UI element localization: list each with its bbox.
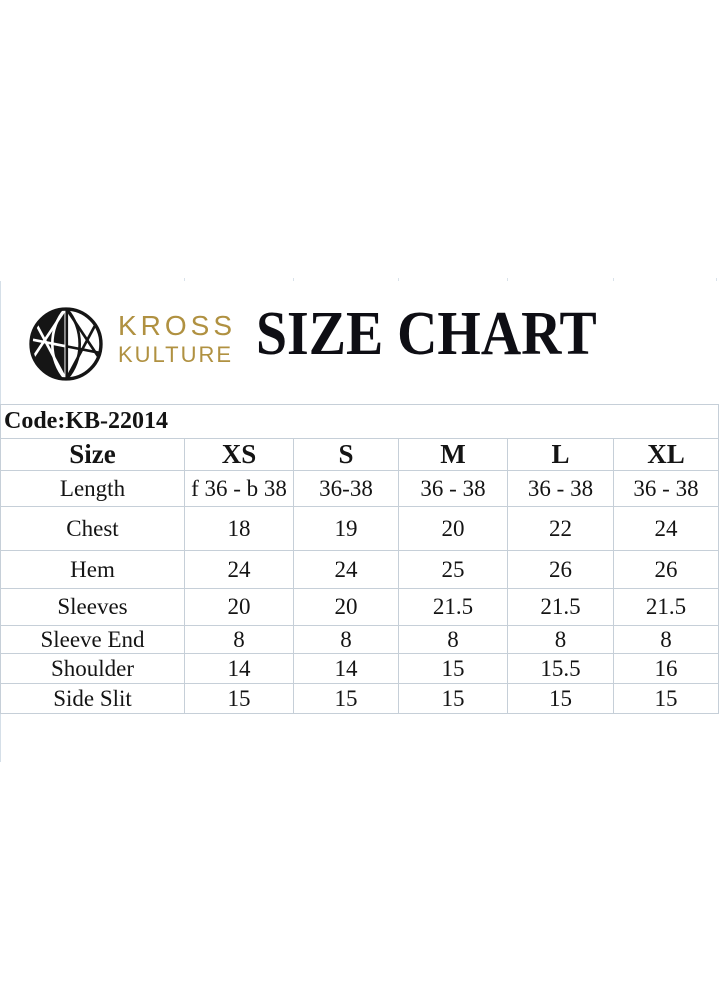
table-row-sleeve-end: Sleeve End 8 8 8 8 8 (0, 625, 719, 654)
measurement-cell: 24 (613, 506, 719, 551)
brand-logo: KROSS KULTURE (28, 306, 236, 382)
measurement-cell: 21.5 (507, 588, 614, 626)
row-label: Hem (0, 550, 185, 589)
row-label: Shoulder (0, 653, 185, 684)
gridline-tick (184, 278, 185, 281)
gridline-tick (716, 278, 717, 281)
column-header-size: Size (0, 438, 185, 471)
measurement-cell: 16 (613, 653, 719, 684)
measurement-cell: 20 (184, 588, 294, 626)
table-header-row: Size XS S M L XL (0, 438, 719, 471)
gridline-tick (613, 278, 614, 281)
table-row-sleeves: Sleeves 20 20 21.5 21.5 21.5 (0, 588, 719, 626)
row-label: Sleeves (0, 588, 185, 626)
product-code: Code:KB-22014 (0, 404, 719, 439)
column-header-xl: XL (613, 438, 719, 471)
measurement-cell: 36 - 38 (613, 470, 719, 507)
table-row-hem: Hem 24 24 25 26 26 (0, 550, 719, 589)
measurement-cell: 15 (507, 683, 614, 714)
column-header-s: S (293, 438, 399, 471)
table-row-code: Code:KB-22014 (0, 404, 719, 439)
measurement-cell: 15 (398, 683, 508, 714)
measurement-cell: 19 (293, 506, 399, 551)
column-header-xs: XS (184, 438, 294, 471)
measurement-cell: 8 (293, 625, 399, 654)
row-label: Chest (0, 506, 185, 551)
measurement-cell: 8 (184, 625, 294, 654)
measurement-cell: 15 (293, 683, 399, 714)
measurement-cell: 8 (613, 625, 719, 654)
page-title: SIZE CHART (256, 300, 597, 368)
measurement-cell: 21.5 (398, 588, 508, 626)
measurement-cell: 8 (398, 625, 508, 654)
measurement-cell: 15 (184, 683, 294, 714)
measurement-cell: 25 (398, 550, 508, 589)
gridline-tick (398, 278, 399, 281)
measurement-cell: 14 (293, 653, 399, 684)
measurement-cell: 15 (398, 653, 508, 684)
kross-kulture-globe-icon (29, 307, 103, 381)
measurement-cell: 24 (293, 550, 399, 589)
measurement-cell: 20 (398, 506, 508, 551)
measurement-cell: 18 (184, 506, 294, 551)
brand-wordmark: KROSS KULTURE (118, 312, 236, 366)
gridline-tick (507, 278, 508, 281)
measurement-cell: 8 (507, 625, 614, 654)
measurement-cell: 21.5 (613, 588, 719, 626)
measurement-cell: 36 - 38 (507, 470, 614, 507)
brand-name-line1: KROSS (118, 310, 237, 341)
table-row-shoulder: Shoulder 14 14 15 15.5 16 (0, 653, 719, 684)
measurement-cell: 24 (184, 550, 294, 589)
measurement-cell: 15 (613, 683, 719, 714)
table-row-side-slit: Side Slit 15 15 15 15 15 (0, 683, 719, 714)
table-row-chest: Chest 18 19 20 22 24 (0, 506, 719, 551)
brand-name-line2: KULTURE (118, 342, 234, 367)
measurement-cell: 26 (507, 550, 614, 589)
measurement-cell: 15.5 (507, 653, 614, 684)
measurement-cell: f 36 - b 38 (184, 470, 294, 507)
table-row-length: Length f 36 - b 38 36-38 36 - 38 36 - 38… (0, 470, 719, 507)
row-label: Sleeve End (0, 625, 185, 654)
column-header-l: L (507, 438, 614, 471)
row-label: Side Slit (0, 683, 185, 714)
measurement-cell: 14 (184, 653, 294, 684)
measurement-cell: 22 (507, 506, 614, 551)
measurement-cell: 26 (613, 550, 719, 589)
measurement-cell: 36 - 38 (398, 470, 508, 507)
measurement-cell: 20 (293, 588, 399, 626)
measurement-cell: 36-38 (293, 470, 399, 507)
size-chart-table: Code:KB-22014 Size XS S M L XL Length f … (0, 404, 719, 714)
row-label: Length (0, 470, 185, 507)
gridline-tick (293, 278, 294, 281)
column-header-m: M (398, 438, 508, 471)
